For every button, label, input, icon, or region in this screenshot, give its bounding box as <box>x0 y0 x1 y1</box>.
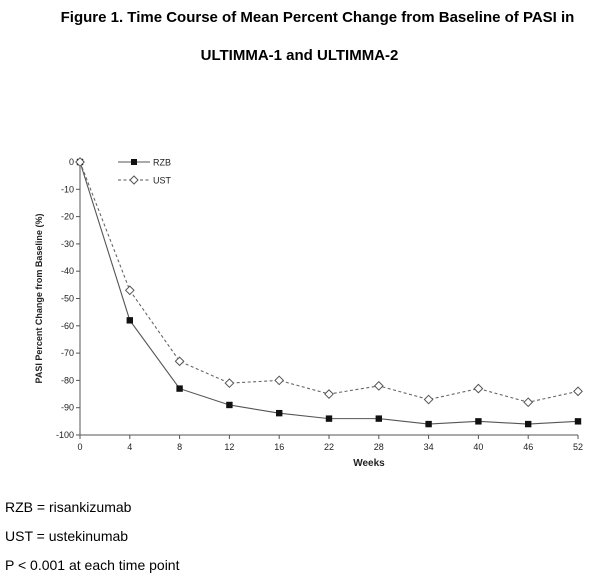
data-point-ust <box>373 380 384 391</box>
figure-title-line-1: Figure 1. Time Course of Mean Percent Ch… <box>60 9 575 26</box>
y-tick-label: -40 <box>61 266 74 276</box>
y-tick-label: -90 <box>61 403 74 413</box>
y-tick-label: -20 <box>61 212 74 222</box>
y-tick-label: -60 <box>61 321 74 331</box>
data-point-rzb <box>525 420 532 428</box>
data-point-rzb <box>475 418 482 425</box>
y-tick-label: -30 <box>61 239 74 249</box>
y-tick-label: -50 <box>61 294 74 304</box>
legend-label-ust: UST <box>153 176 172 186</box>
footnote-p-value: P < 0.001 at each time point <box>5 557 180 573</box>
data-point-rzb <box>126 317 133 324</box>
y-tick-label: -100 <box>56 430 74 440</box>
x-tick-label: 16 <box>274 442 284 452</box>
series-line-rzb <box>79 161 579 425</box>
x-tick-label: 28 <box>374 442 384 452</box>
x-tick-label: 22 <box>324 442 334 452</box>
x-axis-title: Weeks <box>353 458 385 469</box>
x-tick-label: 4 <box>127 442 132 452</box>
data-point-rzb <box>176 385 183 392</box>
data-point-rzb <box>574 418 582 425</box>
figure-title-line-2: ULTIMMA-1 and ULTIMMA-2 <box>200 47 399 64</box>
legend-marker-ust <box>129 175 139 185</box>
data-point-ust <box>573 386 583 397</box>
data-point-ust <box>124 285 135 296</box>
legend-label-rzb: RZB <box>153 158 171 168</box>
x-tick-label: 8 <box>177 442 182 452</box>
data-point-rzb <box>425 420 432 428</box>
series-line-ust <box>79 161 579 403</box>
data-point-rzb <box>325 415 333 422</box>
data-point-rzb <box>375 415 382 422</box>
x-tick-label: 52 <box>573 442 583 452</box>
legend-marker-rzb <box>131 159 137 165</box>
x-tick-label: 12 <box>224 442 234 452</box>
data-point-ust <box>523 397 534 408</box>
data-point-ust <box>324 389 334 399</box>
x-tick-label: 40 <box>473 442 483 452</box>
x-tick-label: 46 <box>523 442 533 452</box>
y-tick-label: -10 <box>61 184 74 194</box>
footnote-rzb: RZB = risankizumab <box>5 499 132 515</box>
data-point-ust <box>423 394 434 405</box>
data-point-ust <box>224 378 235 389</box>
data-point-ust <box>473 383 484 394</box>
data-point-ust <box>274 375 285 386</box>
footnote-ust: UST = ustekinumab <box>5 528 129 544</box>
data-point-rzb <box>226 401 233 409</box>
data-point-rzb <box>276 409 283 417</box>
data-point-ust <box>174 356 185 367</box>
y-tick-label: 0 <box>69 157 74 167</box>
data-point-ust <box>75 157 85 167</box>
x-tick-label: 34 <box>424 442 434 452</box>
y-axis-title: PASI Percent Change from Baseline (%) <box>34 214 44 384</box>
y-tick-label: -80 <box>61 375 74 385</box>
y-tick-label: -70 <box>61 348 74 358</box>
x-tick-label: 0 <box>77 442 82 452</box>
